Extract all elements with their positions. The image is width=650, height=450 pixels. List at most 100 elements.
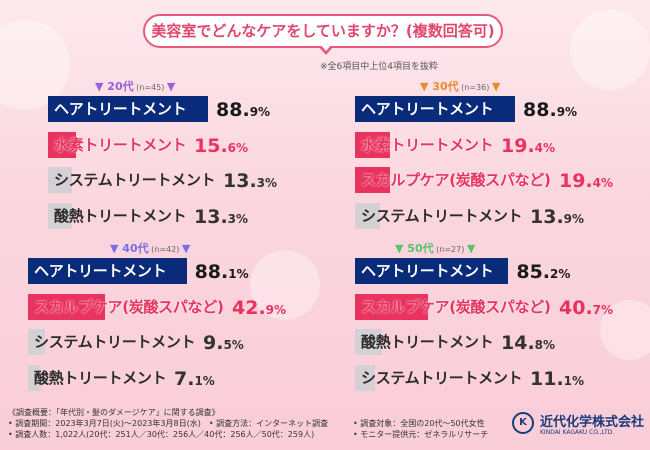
triangle-icon: ▼ <box>395 242 408 255</box>
bar-value-label: 7.1% <box>174 367 215 390</box>
bar-label: システムトリートメント <box>361 368 523 387</box>
bar-label: システムトリートメント <box>34 333 196 351</box>
age-group-heading: ▼ 50代 (n=27) ▼ <box>395 240 475 256</box>
bar-label: 水素トリートメント <box>361 135 494 154</box>
triangle-icon: ▼ <box>110 242 123 255</box>
bar <box>355 293 429 320</box>
bar <box>355 329 382 355</box>
bar-row: 酸熱トリートメント 14.8% <box>355 329 645 355</box>
bar-label: 酸熱トリートメント <box>34 368 167 387</box>
survey-summary-right: • 調査対象：全国の20代～50代女性 • モニター提供元：ゼネラルリサーチ <box>353 418 488 440</box>
age-group-label: 30代 <box>432 80 459 93</box>
bar <box>355 364 375 391</box>
bar-row: 水素トリートメント 15.6% <box>48 131 338 158</box>
bar-row: システムトリートメント 11.1% <box>355 364 645 391</box>
bar-row: システムトリートメント 9.5% <box>28 329 318 355</box>
bar-value-label: 15.6% <box>194 134 249 157</box>
triangle-icon: ▼ <box>420 80 433 93</box>
triangle-icon: ▼ <box>95 80 108 93</box>
survey-summary-left: 《調査概要：「年代別・髪のダメージケア」に関する調査》 • 調査期間：2023年… <box>8 407 328 440</box>
age-group-heading: ▼ 40代 (n=42) ▼ <box>110 240 190 256</box>
triangle-icon: ▼ <box>466 242 476 255</box>
bar-value-label: 40.7% <box>559 296 614 319</box>
bar-label: ヘアトリートメント <box>34 262 167 280</box>
bar <box>28 293 106 320</box>
bar-value-label: 13.3% <box>223 170 278 192</box>
bar-label: スカルプケア(炭酸スパなど) <box>34 297 224 316</box>
bar-label: 酸熱トリートメント <box>361 333 494 351</box>
company-name-english: KINDAI KAGAKU CO.,LTD. <box>540 429 615 436</box>
bar-label: 酸熱トリートメント <box>54 206 187 225</box>
bar-value-label: 42.9% <box>232 296 287 319</box>
bar <box>48 131 77 158</box>
speech-bubble-tail-inner <box>320 44 332 51</box>
bar-value-label: 9.5% <box>203 332 244 354</box>
bar <box>48 202 72 229</box>
blossom-decoration <box>250 250 320 320</box>
bar-row: ヘアトリートメント 88.9% <box>48 96 338 122</box>
bar-value-label: 88.9% <box>523 99 578 121</box>
bar-row: ヘアトリートメント 88.1% <box>28 258 318 284</box>
company-logo-mark-icon: K <box>512 412 534 434</box>
blossom-decoration <box>0 20 70 110</box>
bar-value-label: 88.9% <box>216 99 271 121</box>
bar-label: スカルプケア(炭酸スパなど) <box>361 297 551 316</box>
bar-label: スカルプケア(炭酸スパなど) <box>361 171 551 189</box>
survey-question: 美容室でどんなケアをしていますか？(複数回答可) <box>143 14 503 48</box>
sample-size-label: (n=27) <box>433 245 467 254</box>
bar-row: スカルプケア(炭酸スパなど) 40.7% <box>355 293 645 320</box>
bar-label: 水素トリートメント <box>54 135 187 154</box>
bar-value-label: 13.3% <box>194 205 249 228</box>
bar <box>355 258 509 284</box>
age-group-label: 20代 <box>107 80 134 93</box>
footer-line: • 調査人数：1,022人(20代：251人／30代：256人／40代：256人… <box>8 430 315 439</box>
bar-row: 水素トリートメント 19.4% <box>355 131 645 158</box>
bar-value-label: 13.9% <box>530 205 585 228</box>
bar-value-label: 14.8% <box>501 332 556 354</box>
blossom-decoration <box>600 300 650 360</box>
bar-label: ヘアトリートメント <box>54 100 187 118</box>
bar-row: システムトリートメント 13.9% <box>355 202 645 229</box>
bar-value-label: 85.2% <box>516 261 571 283</box>
bar <box>28 258 187 284</box>
triangle-icon: ▼ <box>181 242 191 255</box>
blossom-decoration <box>570 10 650 90</box>
sample-size-label: (n=45) <box>133 83 167 92</box>
age-group-panel: ▼ 40代 (n=42) ▼ ヘアトリートメント 88.1% スカルプケア(炭酸スパな… <box>28 240 318 395</box>
bar-value-label: 19.4% <box>559 170 614 192</box>
bar-row: スカルプケア(炭酸スパなど) 42.9% <box>28 293 318 320</box>
footer-line: • 調査期間：2023年3月7日(火)～2023年3月8日(水) • 調査方法：… <box>8 419 329 428</box>
bar-value-label: 11.1% <box>530 367 585 390</box>
bar-row: ヘアトリートメント 85.2% <box>355 258 645 284</box>
triangle-icon: ▼ <box>491 80 501 93</box>
bar-label: システムトリートメント <box>54 171 216 189</box>
bar-label: システムトリートメント <box>361 206 523 225</box>
age-group-panel: ▼ 20代 (n=45) ▼ ヘアトリートメント 88.9% 水素トリートメント 15.… <box>48 78 338 233</box>
company-name: 近代化学株式会社 <box>540 415 645 430</box>
bar <box>355 131 390 158</box>
footer-line: 《調査概要：「年代別・髪のダメージケア」に関する調査》 <box>8 408 220 417</box>
bar <box>48 167 72 193</box>
bar-row: システムトリートメント 13.3% <box>48 167 338 193</box>
selection-note: ※全6項目中上位4項目を抜粋 <box>320 62 438 72</box>
age-group-heading: ▼ 30代 (n=36) ▼ <box>420 78 500 94</box>
bar-value-label: 88.1% <box>194 261 249 283</box>
bar <box>48 96 209 122</box>
footer-line: • モニター提供元：ゼネラルリサーチ <box>353 430 489 439</box>
bar-value-label: 19.4% <box>501 134 556 157</box>
age-group-label: 40代 <box>122 242 149 255</box>
bar-row: スカルプケア(炭酸スパなど) 19.4% <box>355 167 645 193</box>
bar-row: 酸熱トリートメント 7.1% <box>28 364 318 391</box>
bar <box>355 202 381 229</box>
age-group-label: 50代 <box>407 242 434 255</box>
company-logo: K 近代化学株式会社 KINDAI KAGAKU CO.,LTD. <box>512 410 645 440</box>
age-group-panel: ▼ 30代 (n=36) ▼ ヘアトリートメント 88.9% 水素トリートメント 19.… <box>355 78 645 233</box>
triangle-icon: ▼ <box>166 80 176 93</box>
bar <box>355 96 516 122</box>
bar-row: ヘアトリートメント 88.9% <box>355 96 645 122</box>
bar-label: ヘアトリートメント <box>361 100 494 118</box>
sample-size-label: (n=42) <box>148 245 182 254</box>
bar-row: 酸熱トリートメント 13.3% <box>48 202 338 229</box>
footer-line: • 調査対象：全国の20代～50代女性 <box>353 419 485 428</box>
sample-size-label: (n=36) <box>458 83 492 92</box>
